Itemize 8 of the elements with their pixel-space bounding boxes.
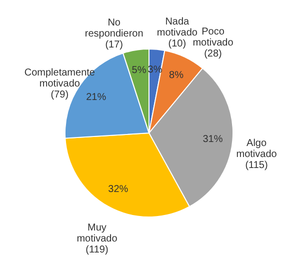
data-label: 32% [108, 184, 128, 196]
data-label: 5% [132, 64, 146, 76]
slice-label: No respondieron (17) [84, 17, 144, 50]
data-label: 21% [86, 92, 106, 104]
data-label: 31% [202, 134, 223, 146]
slice-label: Muy motivado (119) [76, 222, 118, 256]
slice-label: Algo motivado (115) [236, 138, 278, 172]
data-label: 8% [169, 70, 184, 82]
